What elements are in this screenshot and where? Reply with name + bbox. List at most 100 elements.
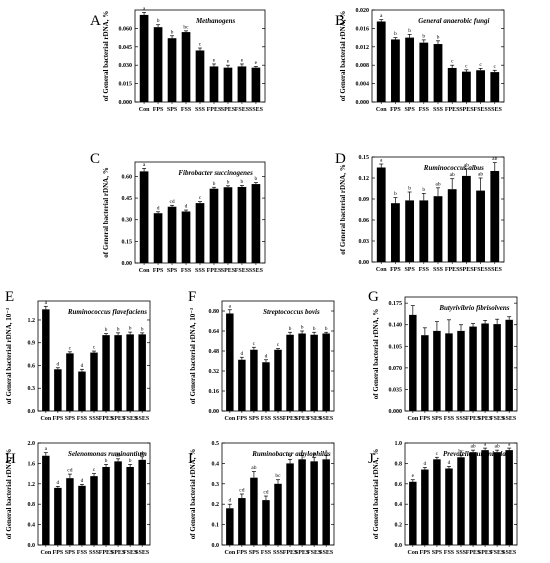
significance-letter: c bbox=[277, 342, 280, 348]
significance-letter: ab bbox=[464, 162, 469, 168]
bar bbox=[405, 37, 415, 102]
chart-title: Selenomonas ruminantium bbox=[68, 450, 147, 458]
bar bbox=[226, 508, 234, 545]
bar bbox=[391, 203, 400, 262]
bar bbox=[490, 72, 500, 102]
bar bbox=[181, 211, 191, 263]
x-tick-label: FPS bbox=[153, 268, 164, 274]
y-tick-label: 0.000 bbox=[119, 100, 133, 106]
significance-letter: b bbox=[313, 326, 316, 332]
bar bbox=[195, 50, 205, 102]
bar bbox=[102, 335, 110, 411]
bar bbox=[195, 203, 205, 263]
significance-letter: a bbox=[289, 453, 292, 459]
significance-letter: b bbox=[422, 33, 425, 39]
bar bbox=[251, 184, 261, 263]
significance-letter: d bbox=[185, 204, 188, 210]
panel-letter: J bbox=[368, 451, 374, 467]
bar bbox=[447, 189, 457, 262]
significance-letter: a bbox=[143, 6, 146, 12]
chart-title: Ruminococcus flavefaciens bbox=[67, 308, 147, 316]
x-tick-label: FPS bbox=[237, 416, 248, 422]
x-tick-label: Con bbox=[224, 550, 235, 556]
significance-letter: a bbox=[508, 442, 511, 448]
panel-letter: D bbox=[335, 151, 346, 167]
x-tick-label: SSS bbox=[195, 107, 206, 113]
x-tick-label: SSES bbox=[488, 107, 503, 113]
x-tick-label: FPS bbox=[53, 416, 64, 422]
bar bbox=[126, 466, 134, 545]
significance-letter: a bbox=[380, 158, 383, 164]
significance-letter: a bbox=[143, 162, 146, 168]
bar bbox=[54, 487, 62, 545]
y-tick-label: 0.30 bbox=[122, 218, 133, 224]
x-tick-label: SSS bbox=[456, 416, 467, 422]
y-axis-label: of General bacterial rDNA, % bbox=[102, 11, 110, 101]
y-tick-label: 0.0 bbox=[28, 543, 36, 549]
significance-letter: d bbox=[448, 460, 451, 466]
x-tick-label: SPS bbox=[432, 416, 443, 422]
significance-letter: e bbox=[227, 59, 230, 65]
y-axis-label: of General bacterial rDNA, % bbox=[5, 449, 13, 539]
chart-title: Fibrobacter succinogenes bbox=[178, 169, 253, 177]
x-tick-label: SSES bbox=[319, 550, 334, 556]
significance-letter: e bbox=[412, 473, 415, 479]
x-tick-label: FPS bbox=[153, 107, 164, 113]
significance-letter: b bbox=[394, 31, 397, 37]
x-tick-label: FSES bbox=[490, 550, 505, 556]
chart-panel-c: C 0.00 0.15 0.30 0.45 0.60 of General bacteria… bbox=[90, 151, 266, 274]
significance-letter: bc bbox=[275, 473, 281, 479]
y-tick-label: 0.64 bbox=[209, 329, 220, 335]
x-tick-label: SSES bbox=[502, 416, 517, 422]
bar bbox=[421, 335, 429, 411]
x-tick-label: FPES bbox=[99, 416, 114, 422]
significance-letter: d bbox=[228, 498, 231, 504]
y-tick-label: 1.2 bbox=[28, 318, 36, 324]
bar bbox=[445, 333, 453, 411]
bar bbox=[250, 477, 258, 545]
bar bbox=[138, 334, 146, 411]
significance-letter: c bbox=[69, 345, 72, 351]
bar bbox=[490, 171, 500, 262]
significance-letter: b bbox=[213, 181, 216, 187]
bar bbox=[138, 459, 146, 545]
bar bbox=[447, 67, 457, 102]
y-tick-label: 0.6 bbox=[395, 482, 403, 488]
significance-letter: e bbox=[241, 57, 244, 63]
x-tick-label: FPES bbox=[445, 107, 460, 113]
bar bbox=[139, 171, 149, 263]
bar bbox=[286, 463, 294, 545]
x-tick-label: FPS bbox=[390, 267, 401, 273]
bar bbox=[481, 323, 489, 411]
significance-letter: a bbox=[45, 300, 48, 306]
x-tick-label: SPES bbox=[478, 550, 493, 556]
x-tick-label: Con bbox=[139, 268, 150, 274]
x-tick-label: FSES bbox=[235, 268, 250, 274]
bar bbox=[139, 14, 149, 102]
x-tick-label: Con bbox=[407, 416, 418, 422]
bar bbox=[461, 175, 471, 262]
x-tick-label: SPES bbox=[221, 268, 236, 274]
significance-letter: a bbox=[380, 13, 383, 19]
y-tick-label: 0.00 bbox=[209, 409, 220, 415]
significance-letter: d bbox=[56, 480, 59, 486]
x-tick-label: SSES bbox=[249, 268, 264, 274]
significance-letter: a bbox=[45, 446, 48, 452]
y-tick-label: 0.1 bbox=[212, 523, 220, 529]
significance-letter: ab bbox=[495, 444, 500, 450]
bar bbox=[54, 369, 62, 411]
bar bbox=[153, 27, 163, 103]
x-tick-label: Con bbox=[40, 416, 51, 422]
bar bbox=[419, 42, 429, 102]
bar bbox=[376, 167, 386, 262]
x-tick-label: FPES bbox=[466, 416, 481, 422]
chart-title: Ruminobacter amylophilus bbox=[251, 450, 331, 458]
significance-letter: c bbox=[465, 63, 468, 69]
y-tick-label: 0.48 bbox=[209, 349, 220, 355]
bar bbox=[223, 187, 233, 263]
y-axis-label: of General bacterial rDNA, % bbox=[339, 164, 347, 254]
bar bbox=[457, 330, 465, 411]
significance-letter: b bbox=[325, 326, 328, 332]
chart-panel-e: E 0.0 0.3 0.6 0.9 1.2 of General bacterial rDN… bbox=[5, 289, 151, 422]
significance-letter: cd bbox=[239, 488, 244, 494]
